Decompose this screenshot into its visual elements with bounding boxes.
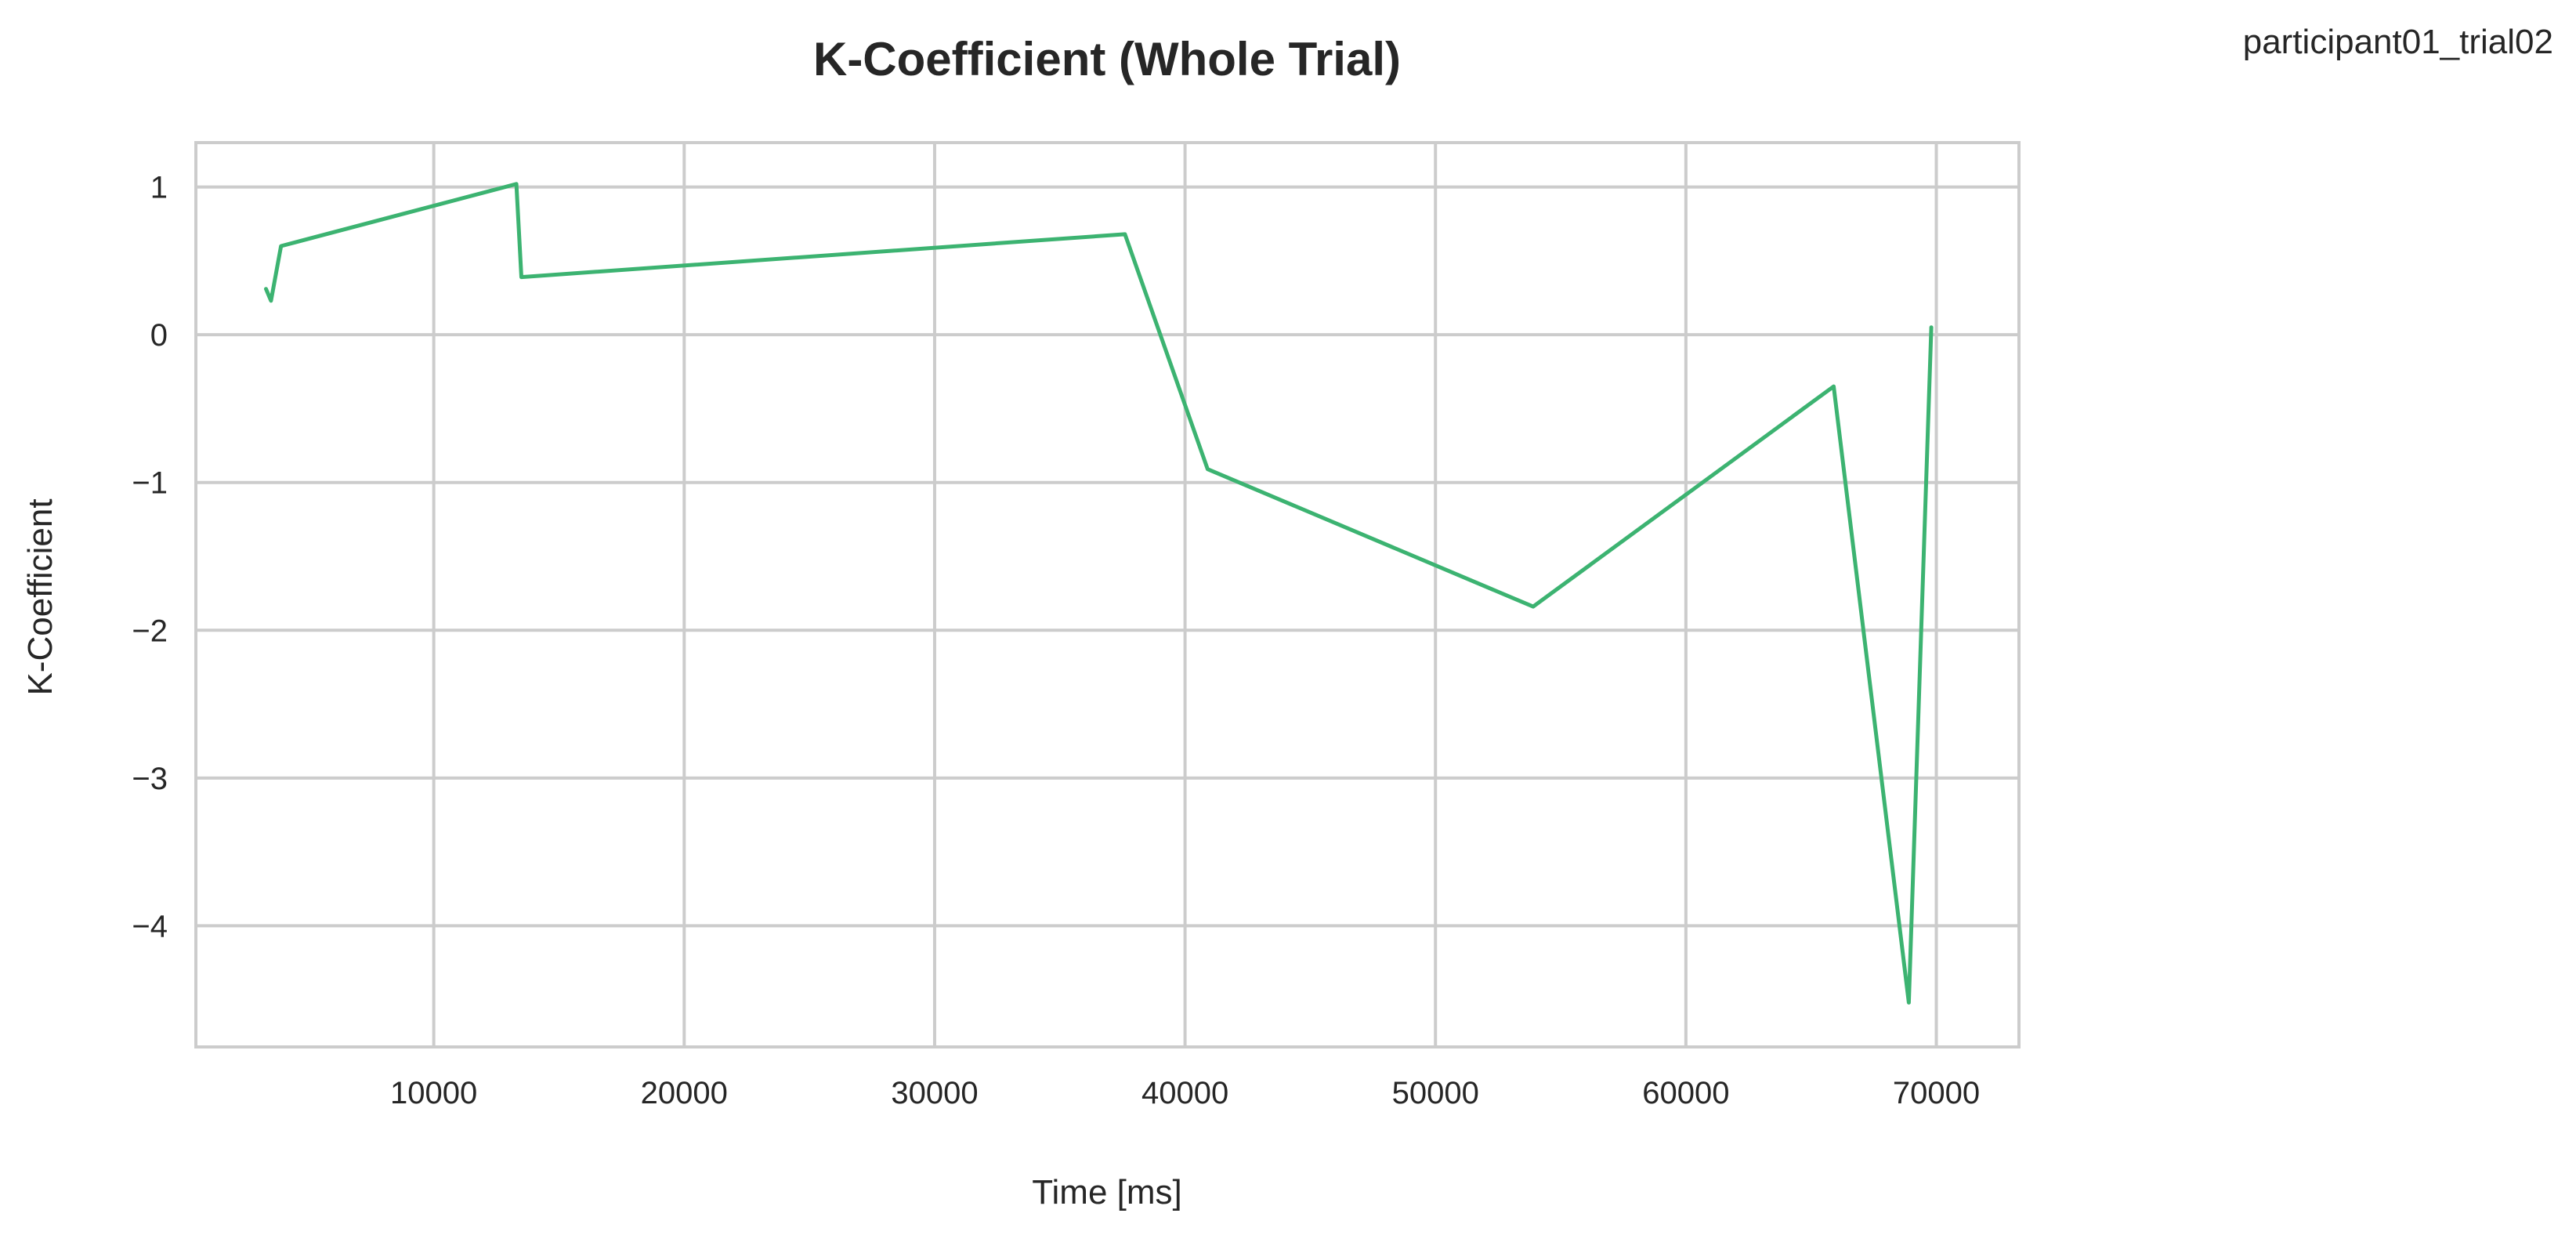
tick-labels: 10000 20000 30000 40000 50000 60000 70000 1 0 −1 −… [132,171,1980,1110]
y-tick-label: −2 [132,614,168,648]
x-tick-label: 50000 [1392,1076,1479,1110]
grid [196,143,2019,1047]
plot-frame [194,141,2021,1048]
chart-title: K-Coefficient (Whole Trial) [813,33,1401,85]
y-tick-label: −3 [132,762,168,796]
y-tick-label: −1 [132,466,168,501]
participant-trial-label: participant01_trial02 [2243,23,2553,61]
y-tick-label: 0 [150,318,168,353]
x-tick-label: 30000 [891,1076,978,1110]
y-tick-label: −4 [132,909,168,943]
x-tick-label: 70000 [1893,1076,1980,1110]
x-tick-label: 60000 [1642,1076,1729,1110]
y-tick-label: 1 [150,171,168,205]
x-tick-label: 20000 [641,1076,728,1110]
x-tick-label: 10000 [390,1076,477,1110]
y-axis-label: K-Coefficient [21,498,60,695]
series-layer [264,182,1934,1005]
k-coefficient-series-line [264,182,1934,1005]
x-axis-label: Time [ms] [1032,1173,1181,1211]
x-tick-label: 40000 [1141,1076,1228,1110]
